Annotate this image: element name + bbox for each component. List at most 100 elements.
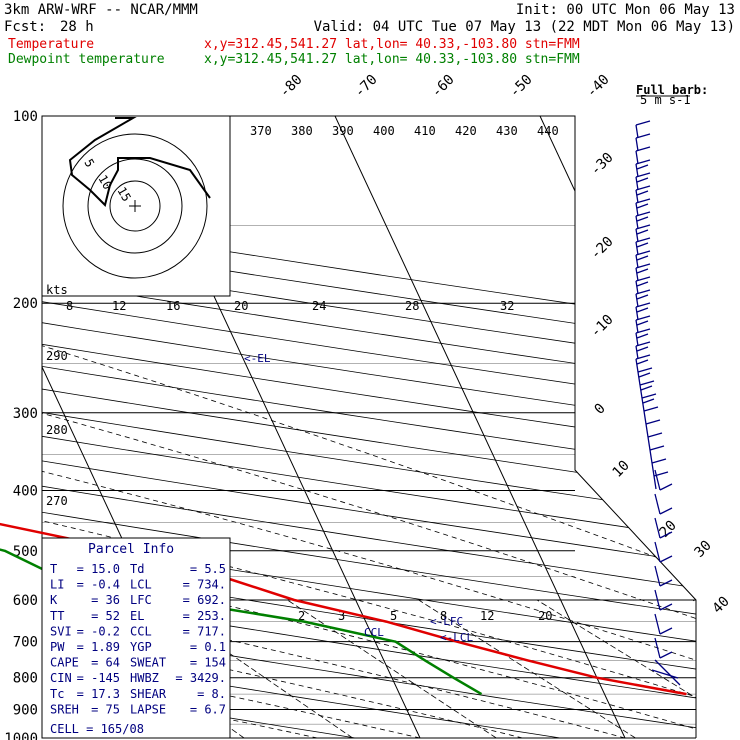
dry-adiabat [42, 116, 696, 738]
wind-barb [635, 137, 639, 152]
wind-barb [636, 333, 649, 339]
dewpoint-location: x,y=312.45,541.27 lat,lon= 40.33,-103.80… [204, 52, 580, 67]
wind-barb [635, 198, 651, 204]
parcel-key: CIN [50, 671, 72, 685]
hodograph-ring [109, 180, 161, 232]
wind-barb [643, 406, 659, 412]
wind-barb [635, 332, 639, 347]
theta-top-label: 440 [537, 124, 559, 138]
wind-barb [654, 659, 681, 686]
isotherm-label: -20 [588, 234, 617, 263]
speed-tick-label: 8 [66, 299, 73, 313]
parcel-key: LI [50, 578, 64, 592]
temperature-line [0, 522, 687, 696]
wind-barb [651, 462, 655, 477]
parcel-key: HWBZ [130, 671, 159, 685]
wind-barb [659, 531, 673, 539]
isotherm-label: 0 [592, 401, 609, 418]
dry-adiabat [42, 116, 696, 738]
parcel-info-box [41, 537, 231, 739]
speed-tick-label: 28 [405, 299, 419, 313]
mixing-ratio-label: 3 [338, 609, 345, 623]
barb-legend-title: Full barb: [636, 83, 708, 97]
wind-barb [635, 328, 651, 334]
wind-barb [635, 215, 639, 230]
theta-label: 290 [46, 349, 68, 363]
dewpoint-line [0, 548, 483, 696]
level-annotation: <-LFC [430, 615, 463, 628]
mixing-ratio-line [287, 599, 497, 738]
wind-barb [635, 202, 639, 217]
isotherm-label: -30 [588, 150, 617, 179]
wind-barb [654, 541, 661, 563]
parcel-value: = 6.7 [190, 702, 226, 716]
wind-barb [635, 254, 639, 269]
parcel-value: = 17.3 [77, 687, 120, 701]
wind-barb [635, 293, 639, 308]
parcel-value: = 734. [183, 578, 226, 592]
wind-barb [636, 268, 649, 274]
dry-adiabat [42, 116, 696, 738]
isotherm-label: -40 [584, 72, 613, 101]
speed-tick-label: 32 [500, 299, 514, 313]
wind-barb [651, 669, 679, 679]
wind-barb [654, 517, 661, 539]
pressure-label-500: 500 [13, 544, 38, 560]
parcel-key: SVI [50, 624, 72, 638]
wind-barb [635, 267, 639, 282]
parcel-value: = 0.1 [190, 640, 226, 654]
wind-barb [635, 120, 651, 126]
isotherm-label: 40 [710, 594, 733, 617]
wind-barb [649, 445, 665, 451]
wind-barb [654, 565, 661, 587]
wind-barb [636, 281, 649, 287]
wind-barb [645, 423, 649, 438]
isotherm-label: 10 [610, 458, 633, 481]
wind-barb [636, 294, 649, 300]
parcel-key: SREH [50, 702, 79, 716]
wind-barb [635, 345, 639, 360]
pressure-label-900: 900 [13, 703, 38, 719]
wind-barb [654, 637, 661, 659]
parcel-key: EL [130, 609, 144, 623]
wind-barb [635, 315, 651, 321]
parcel-value: = 64 [91, 656, 120, 670]
wind-barb [635, 150, 639, 165]
wind-barb [653, 475, 657, 490]
wind-barb [635, 224, 651, 230]
mixing-ratio-label: 5 [390, 609, 397, 623]
parcel-value: = 717. [183, 624, 226, 638]
dry-adiabat [42, 116, 696, 738]
moist-adiabat [42, 302, 696, 738]
hodograph-trace [68, 117, 211, 207]
theta-top-label: 410 [414, 124, 436, 138]
wind-barb [647, 432, 663, 438]
wind-barb [637, 367, 653, 373]
pressure-label-600: 600 [13, 593, 38, 609]
wind-barb [659, 579, 673, 587]
wind-barb [659, 627, 673, 635]
parcel-info-panel: Parcel Info T = 15.0 Td = 5.5 LI = -0.4 LCL = 73… [41, 537, 231, 739]
mixing-ratio-label: 2 [298, 609, 305, 623]
wind-barb [636, 346, 649, 352]
barb-legend-value: 5 m s-1 [640, 93, 691, 107]
parcel-value: = 52 [91, 609, 120, 623]
parcel-value: = 154 [190, 656, 226, 670]
pressure-label-1000: 1000 [4, 731, 38, 740]
pressure-label-300: 300 [13, 406, 38, 422]
wind-barb [635, 250, 651, 256]
parcel-value: = 5.5 [190, 562, 226, 576]
wind-barb [637, 371, 641, 386]
hodograph-ring-label: 15 [114, 185, 133, 205]
parcel-value: = 15.0 [77, 562, 120, 576]
isotherm-label: -60 [429, 72, 458, 101]
theta-top-label: 430 [496, 124, 518, 138]
storm-cell-motion: CELL = 165/08 [50, 722, 144, 736]
wind-barb [635, 237, 651, 243]
dry-adiabat [42, 116, 696, 738]
speed-tick-label: 16 [166, 299, 180, 313]
wind-barb [659, 555, 673, 563]
wind-barb [647, 436, 651, 451]
wind-barb [635, 172, 651, 178]
wind-barb [649, 449, 653, 464]
